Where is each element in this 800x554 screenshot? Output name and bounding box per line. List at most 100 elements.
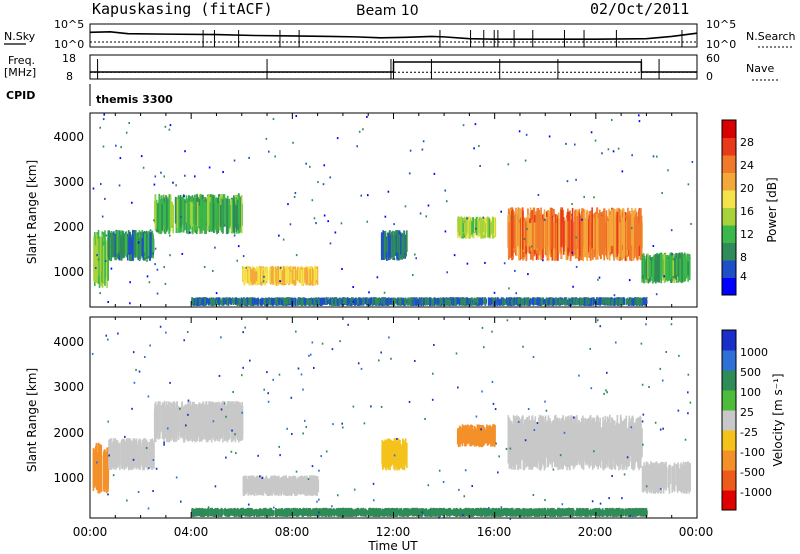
heat-speck [652,245,655,248]
heat-cell-6 [549,207,552,250]
heat-cell-2 [174,196,177,224]
heat-cell-8 [501,297,504,306]
heat-speck [322,183,325,186]
heat-cell-8 [529,298,532,304]
heat-speck [571,251,574,254]
heat-cell-3 [249,266,252,281]
heat-speck [661,192,663,195]
heat-cell-1 [129,231,131,255]
heat-cell-8 [598,297,600,306]
power-heatmap [92,113,694,307]
heat-cell-0 [95,445,97,481]
heat-speck [163,175,165,178]
heat-cell-3 [284,479,286,494]
heat-cell-2 [215,401,218,440]
heat-cell-5 [470,430,472,446]
heat-cell-8 [415,299,418,306]
heat-cell-3 [286,477,289,496]
heat-cell-8 [575,298,578,305]
heat-cell-4 [398,441,401,463]
heat-cell-8 [253,297,256,304]
heat-speck [368,291,370,294]
heat-cell-8 [361,297,364,305]
heat-cell-7 [682,259,685,282]
heat-cell-2 [233,195,235,232]
heat-cell-3 [253,478,256,496]
heat-cell-4 [390,231,393,257]
heat-cell-4 [381,444,384,467]
heat-speck [655,293,658,296]
heat-speck [366,115,368,118]
heat-speck [110,267,113,270]
heat-cell-1 [123,233,125,258]
heat-cell-8 [607,299,610,305]
heat-cell-8 [625,298,628,306]
heat-cell-4 [386,232,389,253]
heat-cell-8 [629,297,632,306]
power-ylabel: Slant Range [km] [25,160,39,264]
heat-cell-2 [225,405,227,434]
heat-cell-2 [154,401,157,436]
heat-cell-3 [260,270,263,282]
heat-speck [148,281,151,284]
heat-speck [590,131,593,134]
heat-cell-3 [295,267,297,286]
heat-cell-6 [611,417,613,470]
heat-cell-2 [189,402,191,440]
heat-cell-8 [445,298,448,305]
heat-cell-8 [269,298,271,306]
heat-cell-5 [483,427,486,445]
heat-cell-8 [509,299,511,306]
heat-speck [327,220,329,223]
heat-cell-2 [240,194,243,234]
heat-cell-3 [307,479,310,496]
heat-cell-2 [193,401,195,440]
heat-cell-2 [227,202,230,234]
heat-cell-1 [118,446,120,467]
heat-cell-8 [363,297,365,304]
heat-speck [542,259,544,262]
heat-cell-1 [143,441,145,465]
heat-cell-8 [304,298,307,305]
heat-cell-6 [570,219,573,253]
heat-cell-1 [122,441,125,467]
heat-cell-8 [369,298,371,306]
heat-cell-2 [207,196,209,232]
heat-cell-2 [188,204,191,233]
heat-cell-2 [178,196,180,233]
heat-speck [294,191,297,194]
heat-speck [566,180,569,183]
heat-speck [663,275,665,278]
heat-cell-2 [173,405,175,438]
heat-speck [137,232,139,235]
heat-cell-2 [184,412,187,433]
heat-speck [376,276,379,279]
heat-cell-5 [460,217,463,237]
heat-speck [315,222,317,225]
heat-cell-5 [466,216,468,233]
power-cbar-8: 8 [740,251,747,264]
heat-cell-5 [471,424,473,444]
heat-cell-2 [155,405,158,438]
heat-cell-8 [605,299,607,304]
heat-speck [527,273,529,276]
heat-cell-8 [285,299,288,305]
heat-cell-1 [137,238,140,256]
heat-speck [387,190,390,193]
heat-cell-5 [460,430,462,444]
heat-cell-4 [392,230,394,260]
heat-cell-2 [170,407,172,442]
heat-speck [115,144,117,147]
heat-cell-4 [403,441,405,463]
heat-cell-8 [514,297,516,305]
heat-cell-8 [198,298,201,305]
heat-cell-6 [523,424,526,471]
heat-cell-8 [593,297,595,305]
heat-cell-7 [662,254,664,281]
heat-cell-8 [244,299,246,305]
heat-speck [183,195,185,198]
heat-speck [193,175,196,178]
colorbar-swatch [722,172,736,191]
heat-cell-2 [213,203,215,228]
heat-cell-8 [507,297,509,304]
